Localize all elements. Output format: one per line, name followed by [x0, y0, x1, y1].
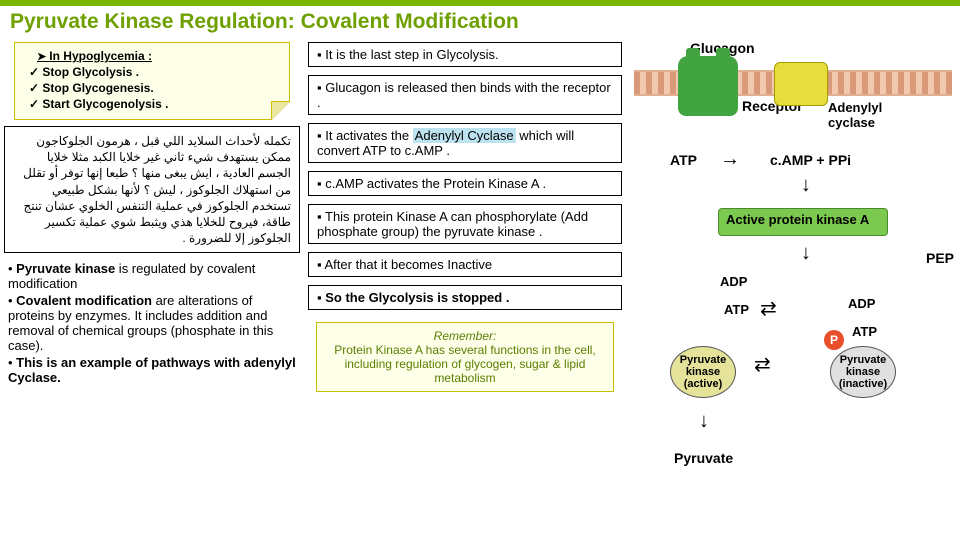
bullet-bold: This is an example of pathways with aden… [8, 355, 296, 385]
remember-box: Remember: Protein Kinase A has several f… [316, 322, 614, 392]
step-text: Glucagon is released then binds with the… [317, 80, 611, 110]
slide-root: Pyruvate Kinase Regulation: Covalent Mod… [0, 0, 960, 540]
middle-column: It is the last step in Glycolysis. Gluca… [308, 40, 622, 528]
step-item: It activates the Adenylyl Cyclase which … [308, 123, 622, 163]
hypo-heading: In Hypoglycemia : [25, 49, 279, 63]
step-item: It is the last step in Glycolysis. [308, 42, 622, 67]
bullet-bold: Covalent modification [16, 293, 152, 308]
hypo-list: Stop Glycolysis . Stop Glycogenesis. Sta… [25, 65, 279, 111]
label-camp: c.AMP + PPi [770, 152, 851, 168]
hypo-item: Stop Glycolysis . [29, 65, 279, 79]
remember-title: Remember: [327, 329, 603, 343]
label-atp: ATP [670, 152, 697, 168]
step-item: Glucagon is released then binds with the… [308, 75, 622, 115]
bullet: This is an example of pathways with aden… [8, 355, 296, 385]
step-text: After that it becomes Inactive [325, 257, 493, 272]
arrow-icon: ⇄ [754, 352, 771, 377]
hypo-item: Stop Glycogenesis. [29, 81, 279, 95]
highlight-adenylyl: Adenylyl Cyclase [413, 128, 516, 143]
label-pka: Active protein kinase A [726, 212, 869, 227]
adenylyl-shape [774, 62, 828, 106]
step-text: So the Glycolysis is stopped . [325, 290, 509, 305]
step-text: It is the last step in Glycolysis. [325, 47, 498, 62]
page-title: Pyruvate Kinase Regulation: Covalent Mod… [10, 10, 960, 34]
left-column: In Hypoglycemia : Stop Glycolysis . Stop… [4, 40, 300, 528]
arrow-icon: → [797, 244, 820, 264]
label-pyruvate: Pyruvate [674, 450, 733, 466]
bullet-bold: Pyruvate kinase [16, 261, 115, 276]
step-text: c.AMP activates the Protein Kinase A . [325, 176, 546, 191]
label-atp-r: ATP [852, 324, 877, 339]
pathway-diagram: Glucagon Receptor Adenylyl cyclase ATP →… [630, 40, 956, 528]
pk-active-shape: Pyruvate kinase (active) [670, 346, 736, 398]
step-text: This protein Kinase A can phosphorylate … [317, 209, 588, 239]
bullet: Pyruvate kinase is regulated by covalent… [8, 261, 296, 291]
hypoglycemia-box: In Hypoglycemia : Stop Glycolysis . Stop… [14, 42, 290, 120]
step-item: So the Glycolysis is stopped . [308, 285, 622, 310]
diagram-column: Glucagon Receptor Adenylyl cyclase ATP →… [630, 40, 956, 528]
label-adp-l: ADP [720, 274, 747, 289]
label-pep: PEP [926, 250, 954, 266]
step-item: After that it becomes Inactive [308, 252, 622, 277]
phosphate-badge: P [824, 330, 844, 350]
arrow-icon: → [695, 412, 718, 432]
bullet: Covalent modification are alterations of… [8, 293, 296, 353]
hypo-item: Start Glycogenolysis . [29, 97, 279, 111]
label-adenylyl: Adenylyl cyclase [828, 100, 882, 130]
columns: In Hypoglycemia : Stop Glycolysis . Stop… [0, 40, 960, 528]
arrow-icon: → [797, 176, 820, 196]
label-atp-l: ATP [724, 302, 749, 317]
arabic-explainer: تكمله لأحداث السلايد اللي قبل ، هرمون ال… [4, 126, 300, 253]
step-item: This protein Kinase A can phosphorylate … [308, 204, 622, 244]
left-bullets: Pyruvate kinase is regulated by covalent… [4, 259, 300, 387]
arrow-icon: ⇄ [760, 296, 777, 321]
label-adp-r: ADP [848, 296, 875, 311]
remember-body: Protein Kinase A has several functions i… [327, 343, 603, 385]
pk-inactive-shape: Pyruvate kinase (inactive) [830, 346, 896, 398]
arrow-icon: → [720, 148, 740, 171]
step-item: c.AMP activates the Protein Kinase A . [308, 171, 622, 196]
receptor-shape [678, 56, 738, 116]
step-text: It activates the [325, 128, 412, 143]
